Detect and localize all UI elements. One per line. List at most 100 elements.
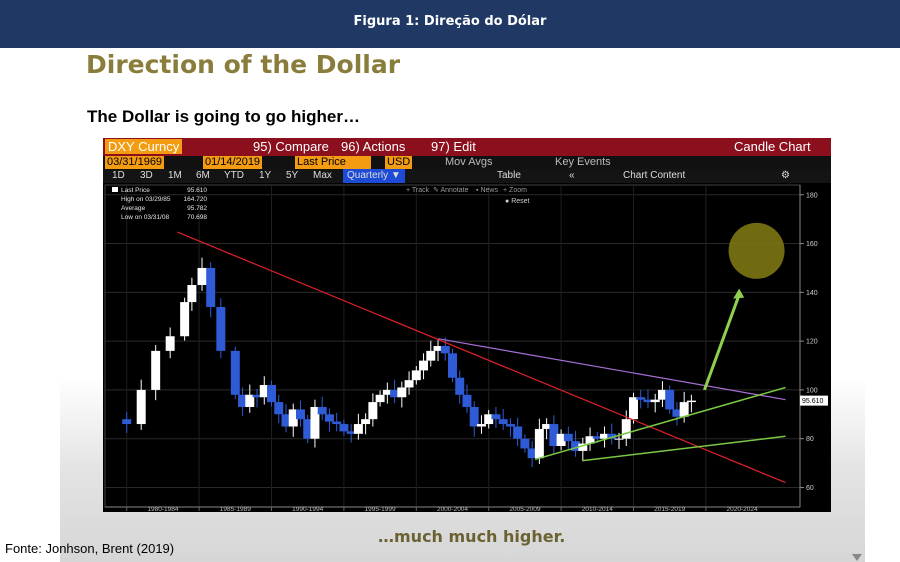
x-tick-label: 1985-1989 (220, 506, 251, 512)
figure-caption: Figura 1: Direção do Dólar (353, 14, 547, 29)
range-1d[interactable]: 1D (112, 170, 125, 181)
compare-menu[interactable]: 95) Compare (253, 139, 329, 154)
candle-body (245, 394, 255, 407)
candle-body (542, 424, 552, 429)
x-tick-label: 2020-2024 (727, 506, 758, 512)
candle-body (549, 424, 559, 447)
tool-track[interactable]: + Track (406, 187, 430, 194)
range-3d[interactable]: 3D (140, 170, 153, 181)
range-1y[interactable]: 1Y (259, 170, 272, 181)
terminal-menu-bar: DXY Curncy 95) Compare 96) Actions 97) E… (103, 138, 831, 156)
range-5y[interactable]: 5Y (286, 170, 299, 181)
range-ytd[interactable]: YTD (224, 170, 244, 181)
candle-body (332, 421, 342, 425)
candle-body (505, 424, 515, 427)
x-tick-label: 1990-1994 (292, 506, 323, 512)
ticker-field[interactable]: DXY Curncy (105, 139, 183, 154)
projection-arrowhead (733, 288, 745, 299)
legend-low-label: Low on 03/31/08 (121, 214, 169, 221)
candle-body (375, 394, 385, 403)
candle-body (600, 433, 610, 439)
candle-body (491, 414, 501, 420)
candle-body (484, 414, 494, 425)
period-select[interactable]: Quarterly ▼ (343, 169, 405, 183)
terminal-parameter-bar: 03/31/1969 01/14/2019 Last Price USD Mov… (103, 156, 831, 169)
legend-average-label: Average (121, 205, 145, 212)
candle-body (433, 346, 443, 351)
x-tick-label: 1980-1984 (147, 506, 178, 512)
candle-body (353, 424, 363, 434)
tool-news[interactable]: ▪ News (476, 187, 498, 194)
candle-body (513, 426, 523, 439)
candle-body (295, 409, 305, 420)
candle-body (469, 406, 479, 427)
y-axis: 60 80 100 120 140 160 180 (799, 185, 818, 507)
collapse-icon[interactable]: « (569, 170, 575, 181)
tools-bar: + Track ✎ Annotate ▪ News + Zoom ● Reset (406, 187, 530, 205)
candle-body (230, 350, 240, 395)
trendline-red (177, 231, 786, 484)
slide-title: Direction of the Dollar (86, 50, 401, 79)
candle-body (404, 380, 414, 388)
field-select[interactable]: Last Price (295, 156, 371, 169)
candle-body (361, 419, 371, 425)
candle-body (686, 400, 696, 403)
key-events-toggle[interactable]: Key Events (555, 156, 611, 168)
last-value-tag (800, 395, 828, 406)
legend-last-price-value: 95.610 (187, 187, 207, 194)
y-tick-label: 160 (806, 241, 818, 248)
candle-body (534, 428, 544, 459)
candle-body (339, 424, 349, 432)
currency-select[interactable]: USD (385, 156, 413, 169)
candle-body (455, 377, 465, 395)
trendline-green (534, 386, 786, 461)
candle-body (636, 397, 646, 400)
candle-body (238, 394, 248, 407)
range-max[interactable]: Max (313, 170, 332, 181)
range-6m[interactable]: 6M (196, 170, 210, 181)
source-caption: Fonte: Jonhson, Brent (2019) (5, 541, 175, 556)
candle-body (324, 414, 334, 422)
projection-arrow (703, 294, 741, 391)
candle-body (643, 399, 653, 403)
candle-body (397, 387, 407, 398)
candle-body (607, 433, 617, 439)
candle-body (187, 285, 197, 303)
candle-body (122, 419, 132, 425)
candle-body (259, 385, 269, 398)
chart-content-button[interactable]: Chart Content (623, 170, 686, 181)
candle-body (556, 433, 566, 447)
candle-body (629, 397, 638, 420)
end-date-field[interactable]: 01/14/2019 (203, 156, 263, 169)
table-toggle[interactable]: Table (497, 170, 521, 181)
gear-icon[interactable]: ⚙ (781, 170, 790, 181)
candle-body (476, 424, 486, 427)
bloomberg-terminal: DXY Curncy 95) Compare 96) Actions 97) E… (103, 138, 831, 512)
candle-body (527, 448, 537, 459)
candle-body (672, 409, 682, 417)
candle-body (151, 350, 161, 390)
slide-subtitle: The Dollar is going to go higher… (87, 107, 360, 126)
x-tick-label: 2000-2004 (437, 506, 468, 512)
candle-body (310, 406, 320, 439)
actions-menu[interactable]: 96) Actions (341, 139, 406, 154)
range-1m[interactable]: 1M (168, 170, 182, 181)
tool-annotate[interactable]: ✎ Annotate (433, 187, 469, 194)
scroll-down-icon[interactable] (852, 554, 862, 561)
y-tick-label: 120 (806, 339, 818, 346)
candle-body (281, 414, 291, 427)
mov-avgs-toggle[interactable]: Mov Avgs (445, 156, 493, 168)
candle-body (165, 336, 175, 351)
x-tick-label: 2005-2009 (509, 506, 540, 512)
candle-body (390, 389, 400, 398)
tool-zoom[interactable]: + Zoom (503, 187, 527, 194)
chart-type-label[interactable]: Candle Chart (734, 139, 811, 154)
legend-last-price-label: Last Price (121, 187, 150, 194)
legend-high-value: 164.720 (184, 196, 208, 203)
start-date-field[interactable]: 03/31/1969 (105, 156, 165, 169)
candle-body (180, 302, 190, 337)
candle-body (411, 370, 421, 381)
y-tick-label: 60 (806, 485, 814, 492)
edit-menu[interactable]: 97) Edit (431, 139, 476, 154)
reset-button[interactable]: ● Reset (505, 198, 530, 205)
